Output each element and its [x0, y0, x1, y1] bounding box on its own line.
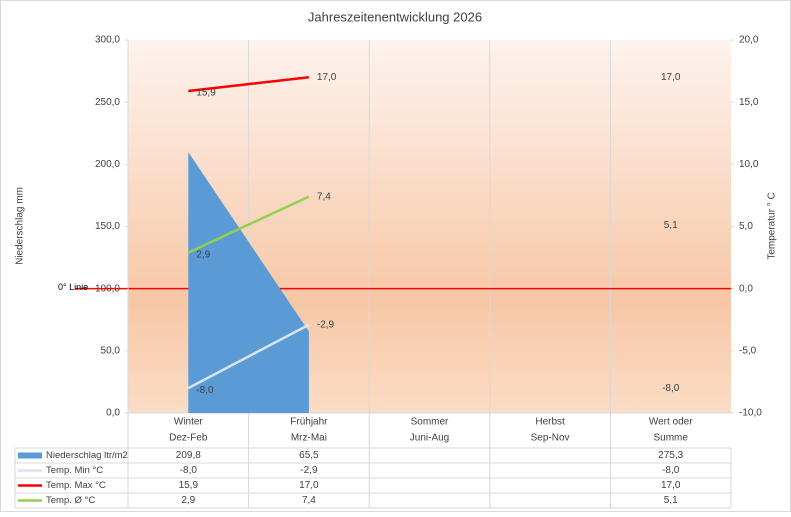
y-tick-label: 0,0	[106, 408, 120, 419]
y-tick-label: 200,0	[95, 159, 120, 170]
data-label: -2,9	[317, 319, 335, 330]
x-tick-label: Herbst	[535, 417, 565, 428]
table-cell: 15,9	[179, 480, 199, 491]
data-label: 2,9	[196, 249, 210, 260]
table-cell: 2,9	[181, 495, 195, 506]
legend-label: Temp. Min °C	[46, 465, 103, 476]
x-tick-label: Wert oder	[649, 417, 693, 428]
table-cell: 65,5	[299, 450, 319, 461]
x-tick-label: Frühjahr	[290, 417, 328, 428]
data-label: 5,1	[664, 220, 678, 231]
y-axis-title: Niederschlag mm	[15, 187, 26, 265]
y-tick-label: 300,0	[95, 35, 120, 46]
legend-swatch	[18, 452, 42, 459]
y2-tick-label: 5,0	[739, 221, 753, 232]
table-cell: -2,9	[300, 465, 318, 476]
data-label: -8,0	[662, 383, 680, 394]
x-tick-label: Sommer	[411, 417, 449, 428]
area	[188, 152, 309, 413]
chart-layer: 0,050,0100,0150,0200,0250,0300,0-10,0-5,…	[14, 35, 762, 509]
table-cell: 275,3	[658, 450, 683, 461]
x-tick-label: Summe	[653, 433, 688, 444]
x-tick-label: Mrz-Mai	[291, 433, 327, 444]
data-label: 7,4	[317, 191, 331, 202]
x-tick-label: Sep-Nov	[531, 433, 570, 444]
data-label: 15,9	[196, 88, 216, 99]
y2-tick-label: -10,0	[739, 408, 762, 419]
line	[187, 323, 310, 390]
legend-label: Temp. Ø °C	[46, 495, 95, 506]
table-cell: 209,8	[176, 450, 201, 461]
y-tick-label: 150,0	[95, 221, 120, 232]
data-label: -8,0	[196, 385, 214, 396]
table-cell: 17,0	[661, 480, 681, 491]
reference-label: 0° Linie	[58, 282, 88, 292]
y2-tick-label: 20,0	[739, 35, 759, 46]
line	[188, 76, 310, 93]
y2-axis-title: Temperatur ° C	[767, 192, 778, 259]
chart-title: Jahreszeitenentwicklung 2026	[308, 9, 482, 24]
table-cell: -8,0	[662, 465, 680, 476]
y2-tick-label: 10,0	[739, 159, 759, 170]
y2-tick-label: 0,0	[739, 283, 753, 294]
line	[187, 195, 310, 254]
table-cell: -8,0	[180, 465, 198, 476]
legend-label: Temp. Max °C	[46, 480, 106, 491]
x-tick-label: Juni-Aug	[410, 433, 449, 444]
x-tick-label: Dez-Feb	[169, 433, 208, 444]
y-tick-label: 250,0	[95, 97, 120, 108]
legend-label: Niederschlag ltr/m2	[46, 450, 128, 461]
y2-tick-label: -5,0	[739, 345, 757, 356]
y-tick-label: 50,0	[101, 345, 121, 356]
table-cell: 17,0	[299, 480, 319, 491]
data-label: 17,0	[317, 72, 337, 83]
data-label: 17,0	[661, 72, 681, 83]
table-cell: 7,4	[302, 495, 316, 506]
y2-tick-label: 15,0	[739, 97, 759, 108]
table-cell: 5,1	[664, 495, 678, 506]
x-tick-label: Winter	[174, 417, 204, 428]
